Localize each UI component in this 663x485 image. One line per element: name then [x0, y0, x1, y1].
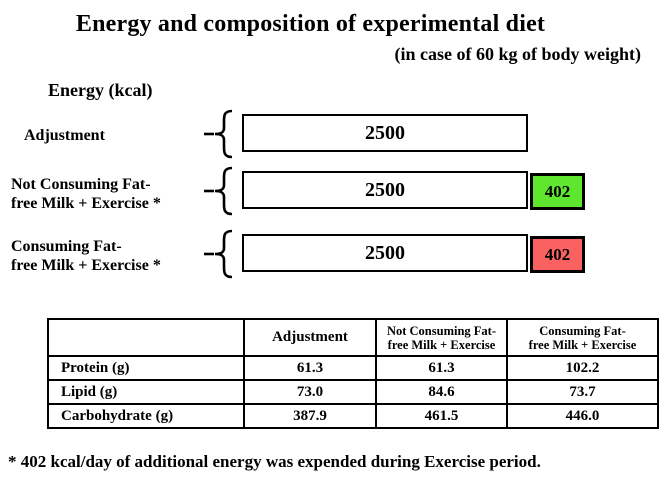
composition-table: Adjustment Not Consuming Fat- free Milk …	[47, 318, 659, 429]
row-label: Lipid (g)	[47, 379, 245, 405]
bar-label-consuming: Consuming Fat- free Milk + Exercise *	[11, 237, 161, 275]
table-header-empty	[47, 318, 245, 357]
bar-label-not-consuming: Not Consuming Fat- free Milk + Exercise …	[11, 175, 161, 213]
table-row-lipid: Lipid (g) 73.0 84.6 73.7	[47, 379, 659, 405]
row-label: Carbohydrate (g)	[47, 403, 245, 429]
cell-value: 84.6	[375, 379, 508, 405]
header-line: Not Consuming Fat-	[386, 323, 497, 338]
bar-not-consuming: 2500	[242, 171, 528, 209]
brace-icon	[202, 228, 238, 280]
page-subtitle: (in case of 60 kg of body weight)	[394, 44, 642, 64]
cell-value: 446.0	[506, 403, 659, 429]
cell-value: 61.3	[375, 355, 508, 381]
bar-consuming: 2500	[242, 234, 528, 272]
header-line: free Milk + Exercise	[528, 337, 637, 352]
brace-icon	[202, 108, 238, 160]
table-header-consuming: Consuming Fat- free Milk + Exercise	[506, 318, 659, 357]
bar-value: 2500	[365, 241, 405, 264]
cell-value: 102.2	[506, 355, 659, 381]
bar-label-line: free Milk + Exercise *	[11, 257, 161, 274]
extra-value: 402	[544, 181, 571, 201]
cell-value: 73.7	[506, 379, 659, 405]
bar-label-line: free Milk + Exercise *	[11, 195, 161, 212]
row-label: Protein (g)	[47, 355, 245, 381]
cell-value: 461.5	[375, 403, 508, 429]
cell-value: 387.9	[243, 403, 377, 429]
footnote: * 402 kcal/day of additional energy was …	[8, 452, 541, 471]
bar-label-line: Not Consuming Fat-	[11, 176, 151, 193]
table-header-adjustment: Adjustment	[243, 318, 377, 357]
composition-table-grid: Adjustment Not Consuming Fat- free Milk …	[47, 318, 659, 429]
table-row-carbohydrate: Carbohydrate (g) 387.9 461.5 446.0	[47, 403, 659, 429]
exercise-energy-box-green: 402	[530, 173, 585, 210]
table-row-protein: Protein (g) 61.3 61.3 102.2	[47, 355, 659, 381]
extra-value: 402	[544, 244, 571, 264]
header-line: Consuming Fat-	[539, 323, 626, 338]
exercise-energy-box-red: 402	[530, 236, 585, 273]
table-header-not-consuming: Not Consuming Fat- free Milk + Exercise	[375, 318, 508, 357]
page-title: Energy and composition of experimental d…	[75, 11, 546, 37]
bar-adjustment: 2500	[242, 114, 528, 152]
bar-value: 2500	[365, 178, 405, 201]
table-header-row: Adjustment Not Consuming Fat- free Milk …	[47, 318, 659, 357]
bar-value: 2500	[365, 121, 405, 144]
header-line: free Milk + Exercise	[387, 337, 496, 352]
energy-axis-label: Energy (kcal)	[48, 80, 153, 100]
bar-label-line: Consuming Fat-	[11, 238, 122, 255]
bar-label-line: Adjustment	[24, 127, 105, 144]
brace-icon	[202, 165, 238, 217]
cell-value: 73.0	[243, 379, 377, 405]
bar-label-adjustment: Adjustment	[24, 126, 105, 145]
cell-value: 61.3	[243, 355, 377, 381]
